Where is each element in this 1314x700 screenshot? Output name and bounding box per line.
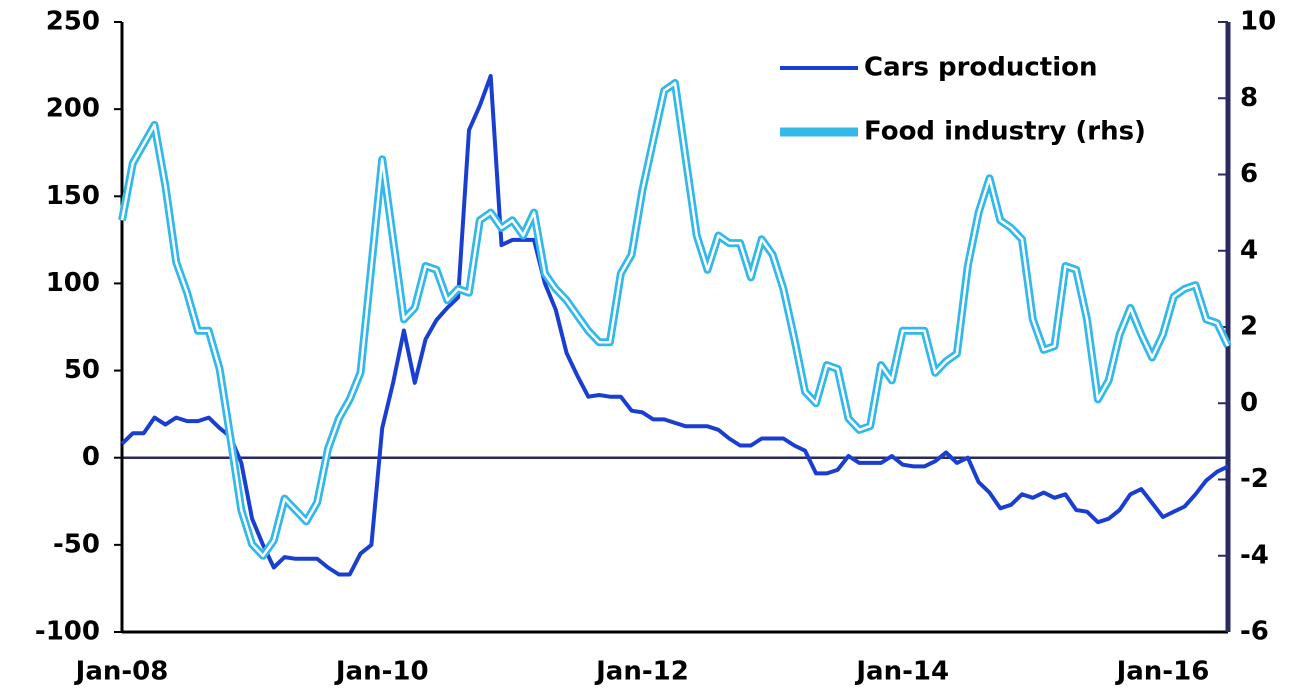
y-tick-label: 250 — [46, 7, 100, 37]
y-tick-label: 150 — [46, 181, 100, 211]
x-tick-label: Jan-16 — [1115, 657, 1210, 687]
y-tick-label: 0 — [82, 442, 100, 472]
y-tick-label: -50 — [53, 529, 100, 559]
y2-tick-label: 0 — [1240, 388, 1258, 418]
series-line — [120, 74, 1229, 577]
series-line-inner — [120, 81, 1230, 558]
y-tick-label: 200 — [46, 94, 100, 124]
y2-tick-label: -6 — [1240, 617, 1269, 647]
x-tick-label: Jan-12 — [594, 657, 689, 687]
y2-tick-label: 6 — [1240, 159, 1258, 189]
y2-tick-label: -4 — [1240, 540, 1269, 570]
y2-tick-label: 8 — [1240, 83, 1258, 113]
x-tick-label: Jan-10 — [334, 657, 429, 687]
x-tick-label: Jan-14 — [854, 657, 949, 687]
y-tick-label: 100 — [46, 268, 100, 298]
y-tick-label: -100 — [35, 617, 100, 647]
legend-label: Food industry (rhs) — [864, 117, 1146, 147]
y2-tick-label: -2 — [1240, 464, 1269, 494]
series-line — [118, 79, 1232, 560]
legend-label: Cars production — [864, 53, 1098, 83]
y-tick-label: 50 — [64, 355, 100, 385]
y2-tick-label: 4 — [1240, 235, 1258, 265]
y2-tick-label: 2 — [1240, 312, 1258, 342]
x-tick-label: Jan-08 — [74, 657, 169, 687]
y2-tick-label: 10 — [1240, 7, 1276, 37]
